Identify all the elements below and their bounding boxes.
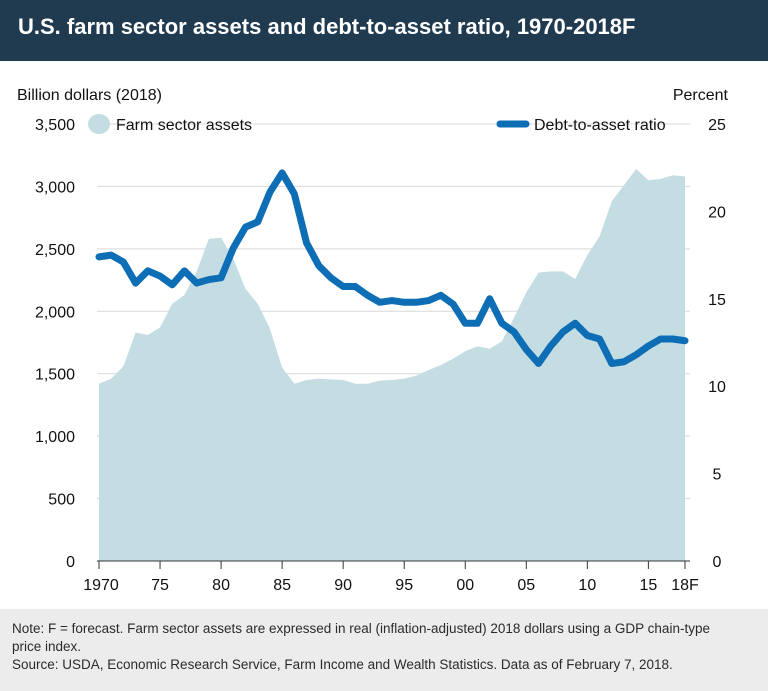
legend-ratio-label: Debt-to-asset ratio: [534, 117, 666, 134]
x-tick-label: 10: [578, 577, 596, 594]
x-tick-label: 90: [334, 577, 352, 594]
x-tick-label: 00: [456, 577, 474, 594]
x-tick-label: 80: [212, 577, 230, 594]
chart-title: U.S. farm sector assets and debt-to-asse…: [18, 14, 636, 39]
left-tick-label: 3,500: [35, 117, 75, 134]
right-tick-label: 5: [713, 467, 722, 484]
left-axis-label: Billion dollars (2018): [17, 87, 162, 104]
left-tick-label: 500: [48, 492, 75, 509]
x-tick-label: 15: [639, 577, 657, 594]
right-axis-ticks: 0 5 10 15 20 25: [708, 117, 726, 571]
debt-to-asset-ratio-line: [95, 169, 689, 367]
x-tick-label: 75: [151, 577, 169, 594]
x-tick-label: 85: [273, 577, 291, 594]
note-text: Note: F = forecast. Farm sector assets a…: [12, 621, 710, 636]
left-axis-ticks: 0 500 1,000 1,500 2,000 2,500 3,000 3,500: [35, 117, 75, 571]
x-tick-label: 95: [395, 577, 413, 594]
right-tick-label: 10: [708, 379, 726, 396]
left-tick-label: 2,000: [35, 304, 75, 321]
right-tick-label: 25: [708, 117, 726, 134]
right-tick-label: 0: [713, 554, 722, 571]
right-tick-label: 20: [708, 204, 726, 221]
title-bar: U.S. farm sector assets and debt-to-asse…: [0, 0, 768, 61]
right-tick-label: 15: [708, 292, 726, 309]
assets-area: [99, 168, 685, 561]
x-tick-label: 1970: [83, 577, 119, 594]
note-text-continued: price index.: [12, 639, 82, 654]
x-tick-label: 05: [517, 577, 535, 594]
x-tick-label: 18F: [671, 577, 699, 594]
left-tick-label: 1,500: [35, 367, 75, 384]
legend-assets-label: Farm sector assets: [116, 117, 252, 134]
left-tick-label: 0: [66, 554, 75, 571]
left-tick-label: 1,000: [35, 429, 75, 446]
left-tick-label: 3,000: [35, 179, 75, 196]
left-tick-label: 2,500: [35, 242, 75, 259]
right-axis-label: Percent: [673, 87, 729, 104]
footer-notes: Note: F = forecast. Farm sector assets a…: [0, 609, 768, 691]
source-text: Source: USDA, Economic Research Service,…: [12, 657, 673, 672]
x-axis-ticks: 1970 75 80 85 90 95 00 05 10 15 18F: [83, 561, 699, 594]
legend-assets-swatch: [88, 114, 110, 134]
